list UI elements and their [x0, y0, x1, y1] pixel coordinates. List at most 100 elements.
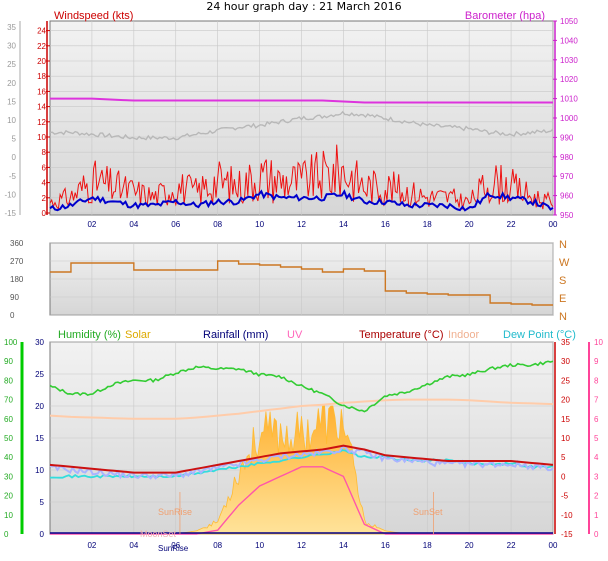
temp-left-tick-label: 5 — [40, 498, 45, 507]
panel3-x-tick-label: 14 — [339, 541, 348, 550]
indoor-temperature-line — [49, 398, 554, 420]
barometer-tick-label: 990 — [560, 133, 574, 142]
temp-right-tick-label: 10 — [561, 434, 570, 443]
legend-indoor: Indoor — [448, 329, 480, 341]
panel1-x-tick-label: 04 — [129, 220, 138, 229]
humidity-tick-label: 80 — [4, 376, 13, 385]
temperature-gray-line — [49, 110, 554, 141]
temp-right-tick-label: 20 — [561, 396, 570, 405]
outer-temp-tick-label: 10 — [7, 116, 16, 125]
temp-left-tick-label: 0 — [40, 530, 45, 539]
temp-right-tick-label: -5 — [561, 492, 569, 501]
uv-tick-label: 3 — [594, 472, 599, 481]
temperature-line — [49, 444, 554, 474]
uv-tick-label: 9 — [594, 357, 599, 366]
wind-direction-line — [50, 260, 553, 306]
panel1-x-tick-label: 16 — [381, 220, 390, 229]
temp-right-tick-label: 0 — [561, 472, 566, 481]
windspeed-tick-label: 14 — [37, 103, 46, 112]
temp-right-tick-label: -10 — [561, 511, 573, 520]
sunrise-axis-annotation: SunRise — [158, 544, 189, 553]
panel3-x-tick-label: 02 — [87, 541, 96, 550]
direction-degree-tick-label: 360 — [10, 239, 24, 248]
temp-left-tick-label: 20 — [35, 402, 44, 411]
direction-degree-tick-label: 90 — [10, 293, 19, 302]
humidity-tick-label: 0 — [4, 530, 9, 539]
outer-temp-tick-label: 0 — [12, 153, 17, 162]
legend-dew-point: Dew Point (°C) — [503, 329, 576, 341]
outer-temp-tick-label: 25 — [7, 60, 16, 69]
panel3-x-tick-label: 06 — [171, 541, 180, 550]
windspeed-tick-label: 0 — [42, 209, 47, 218]
direction-degree-tick-label: 180 — [10, 275, 24, 284]
panel3-x-tick-label: 00 — [549, 541, 558, 550]
panel1-x-tick-label: 08 — [213, 220, 222, 229]
panel1-series — [49, 97, 554, 212]
humidity-tick-label: 20 — [4, 492, 13, 501]
barometer-axis-label: Barometer (hpa) — [465, 10, 545, 22]
temp-left-tick-label: 25 — [35, 370, 44, 379]
panel1-grid — [50, 21, 554, 215]
barometer-tick-label: 1050 — [560, 17, 578, 26]
windspeed-tick-label: 4 — [42, 179, 47, 188]
panel3-legend: Humidity (%) Solar Rainfall (mm) UV Temp… — [58, 329, 576, 341]
temp-left-tick-label: 15 — [35, 434, 44, 443]
humidity-tick-label: 70 — [4, 396, 13, 405]
compass-tick-label: S — [559, 275, 566, 287]
humidity-tick-label: 30 — [4, 472, 13, 481]
legend-rainfall: Rainfall (mm) — [203, 329, 268, 341]
uv-tick-label: 1 — [594, 511, 599, 520]
barometer-tick-label: 1040 — [560, 36, 578, 45]
windspeed-average-line — [49, 189, 554, 212]
uv-tick-label: 8 — [594, 376, 599, 385]
windspeed-tick-label: 12 — [37, 118, 46, 127]
barometer-line — [50, 97, 553, 104]
legend-uv: UV — [287, 329, 303, 341]
humidity-tick-label: 40 — [4, 453, 13, 462]
direction-degree-tick-label: 270 — [10, 257, 24, 266]
windspeed-gust-line — [49, 144, 554, 211]
windspeed-axis-label: Windspeed (kts) — [54, 10, 133, 22]
barometer-tick-label: 1020 — [560, 75, 578, 84]
panel1-x-tick-label: 14 — [339, 220, 348, 229]
barometer-tick-label: 1000 — [560, 114, 578, 123]
panel3-annotations: SunRise SunSet MoonSet SunRise — [140, 507, 443, 553]
panel2-series — [50, 260, 553, 306]
uv-line — [50, 466, 553, 535]
outer-temp-tick-label: 20 — [7, 79, 16, 88]
panel2-grid — [50, 242, 554, 316]
uv-tick-label: 4 — [594, 453, 599, 462]
sunrise-annotation: SunRise — [158, 507, 192, 517]
outer-temp-tick-label: -10 — [4, 190, 16, 199]
panel1-x-tick-label: 22 — [507, 220, 516, 229]
panel3-x-tick-label: 22 — [507, 541, 516, 550]
uv-tick-label: 5 — [594, 434, 599, 443]
panel3-x-tick-label: 12 — [297, 541, 306, 550]
compass-tick-label: N — [559, 239, 567, 251]
panel3-ticks: 3025201510501009080706050403020100109876… — [4, 338, 603, 550]
humidity-line — [49, 360, 554, 413]
temp-right-tick-label: 25 — [561, 376, 570, 385]
legend-solar: Solar — [125, 329, 151, 341]
outer-temp-tick-label: -15 — [4, 209, 16, 218]
panel3-x-tick-label: 10 — [255, 541, 264, 550]
sunset-annotation: SunSet — [413, 507, 443, 517]
windspeed-tick-label: 10 — [37, 133, 46, 142]
windspeed-tick-label: 16 — [37, 87, 46, 96]
uv-tick-label: 2 — [594, 492, 599, 501]
uv-tick-label: 7 — [594, 396, 599, 405]
panel1-x-tick-label: 00 — [549, 220, 558, 229]
temp-right-tick-label: -15 — [561, 530, 573, 539]
outer-temp-tick-label: -5 — [9, 172, 17, 181]
compass-tick-label: N — [559, 311, 567, 323]
temp-right-tick-label: 35 — [561, 338, 570, 347]
windspeed-tick-label: 20 — [37, 57, 46, 66]
panel3-x-tick-label: 04 — [129, 541, 138, 550]
panel1-ticks: 24222018161412108642035302520151050-5-10… — [4, 17, 578, 229]
legend-temperature: Temperature (°C) — [359, 329, 443, 341]
uv-tick-label: 6 — [594, 415, 599, 424]
temp-right-tick-label: 15 — [561, 415, 570, 424]
chart-title: 24 hour graph day : 21 March 2016 — [206, 0, 401, 13]
windspeed-tick-label: 8 — [42, 148, 47, 157]
